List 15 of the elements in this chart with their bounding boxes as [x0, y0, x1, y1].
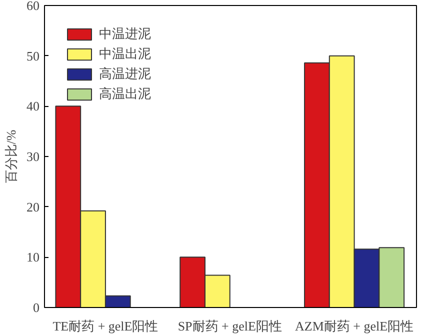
legend-label: 中温出泥	[99, 45, 151, 63]
y-tick-label: 60	[26, 0, 40, 13]
y-axis-title: 百分比/%	[4, 130, 18, 184]
y-tick-label: 0	[33, 300, 40, 315]
legend-label: 高温进泥	[99, 65, 151, 83]
x-tick-label: AZM耐药 + gelE阳性	[295, 318, 414, 334]
y-tick-label: 20	[26, 199, 40, 214]
y-tick-label: 10	[26, 250, 40, 265]
x-tick-label: SP耐药 + gelE阳性	[178, 318, 282, 334]
legend-label: 高温出泥	[99, 85, 151, 103]
legend-label: 中温进泥	[99, 25, 151, 43]
y-tick-label: 50	[26, 48, 40, 64]
y-tick-label: 30	[26, 149, 40, 164]
y-tick-label: 40	[26, 98, 40, 114]
x-tick-label: TE耐药 + gelE阳性	[52, 318, 158, 334]
